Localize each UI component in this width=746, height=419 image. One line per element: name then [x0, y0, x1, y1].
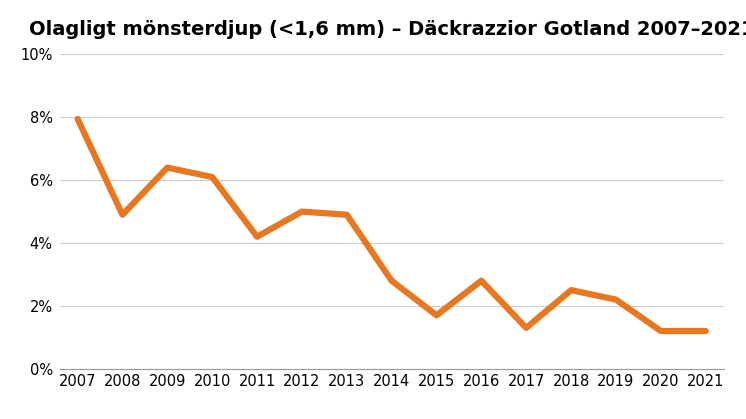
Title: Olagligt mönsterdjup (<1,6 mm) – Däckrazzior Gotland 2007–2021: Olagligt mönsterdjup (<1,6 mm) – Däckraz…	[29, 20, 746, 39]
